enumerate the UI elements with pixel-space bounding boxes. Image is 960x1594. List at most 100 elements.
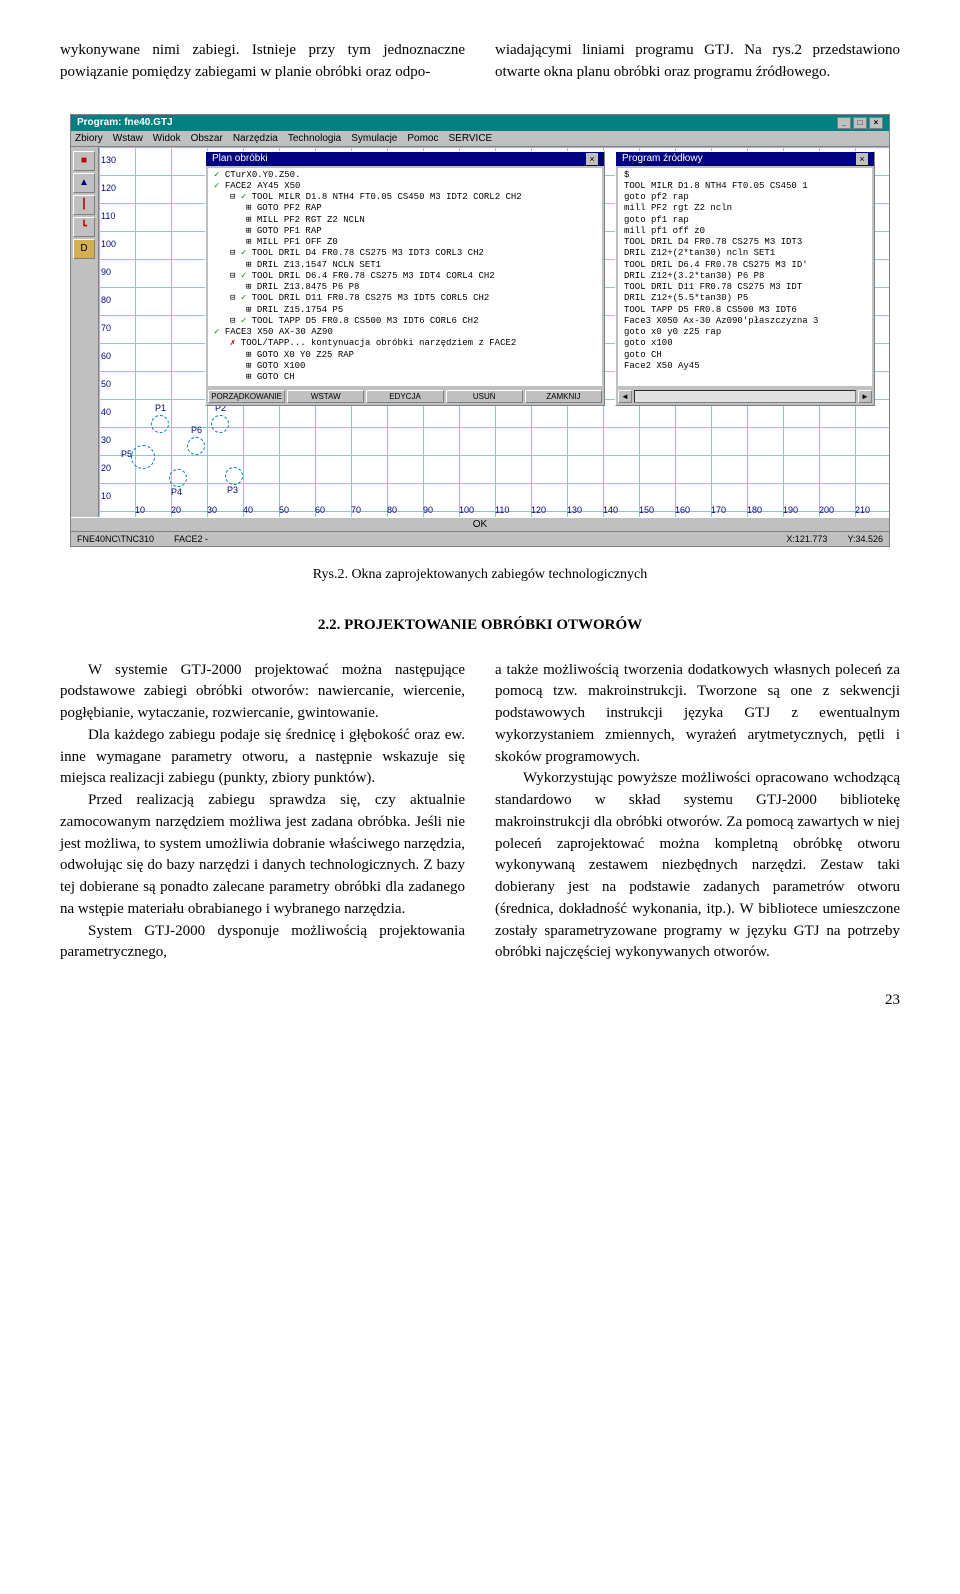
point-label: P4	[171, 487, 182, 497]
plan-panel-title: Plan obróbki ×	[206, 152, 604, 166]
body-paragraph: System GTJ-2000 dysponuje możliwością pr…	[60, 921, 465, 965]
tree-item[interactable]: ✓ FACE2 AY45 X50	[210, 181, 600, 192]
source-line: goto CH	[620, 350, 870, 361]
x-tick: 130	[567, 505, 582, 515]
tree-item[interactable]: ⊞ GOTO PF1 RAP	[210, 226, 600, 237]
point-label: P3	[227, 485, 238, 495]
x-tick: 30	[207, 505, 217, 515]
figure-caption: Rys.2. Okna zaprojektowanych zabiegów te…	[60, 567, 900, 583]
tool-button[interactable]: ┗	[73, 217, 95, 237]
plan-button[interactable]: PORZĄDKOWANIE	[208, 390, 285, 403]
x-tick: 100	[459, 505, 474, 515]
y-tick: 20	[101, 463, 111, 473]
page-number: 23	[60, 992, 900, 1009]
source-line: $	[620, 170, 870, 181]
y-tick: 100	[101, 239, 116, 249]
source-line: Face2 X50 Ay45	[620, 361, 870, 372]
tree-item[interactable]: ⊞ GOTO X0 Y0 Z25 RAP	[210, 350, 600, 361]
tree-item[interactable]: ⊞ DRIL Z13.1547 NCLN SET1	[210, 260, 600, 271]
menu-item[interactable]: Pomoc	[407, 133, 438, 144]
plan-button[interactable]: WSTAW	[287, 390, 364, 403]
menu-item[interactable]: Narzędzia	[233, 133, 278, 144]
menu-item[interactable]: Symulacje	[351, 133, 397, 144]
tree-item[interactable]: ⊞ GOTO PF2 RAP	[210, 203, 600, 214]
x-tick: 70	[351, 505, 361, 515]
geometry-point	[131, 445, 155, 469]
body-right-column: a także możliwością tworzenia dodatkowyc…	[495, 660, 900, 965]
tree-item[interactable]: ⊞ DRIL Z13.8475 P6 P8	[210, 282, 600, 293]
body-paragraph: Przed realizacją zabiegu sprawdza się, c…	[60, 790, 465, 921]
tool-button[interactable]: ┃	[73, 195, 95, 215]
tree-item[interactable]: ⊟ ✓ TOOL DRIL D6.4 FR0.78 CS275 M3 IDT4 …	[210, 271, 600, 282]
tree-item[interactable]: ✓ CTurX0.Y0.Z50.	[210, 170, 600, 181]
y-tick: 80	[101, 295, 111, 305]
y-tick: 30	[101, 435, 111, 445]
ok-bar: OK	[71, 517, 889, 531]
y-tick: 10	[101, 491, 111, 501]
tree-item[interactable]: ✓ FACE3 X50 AX-30 AZ90	[210, 327, 600, 338]
y-tick: 60	[101, 351, 111, 361]
x-tick: 80	[387, 505, 397, 515]
tree-item[interactable]: ⊟ ✓ TOOL TAPP D5 FR0.8 CS500 M3 IDT6 COR…	[210, 316, 600, 327]
source-panel-body: $TOOL MILR D1.8 NTH4 FT0.05 CS450 1goto …	[618, 168, 872, 386]
source-line: DRIL Z12+(3.2*tan30) P6 P8	[620, 271, 870, 282]
panel-close-icon[interactable]: ×	[586, 153, 598, 165]
titlebar-text: Program: fne40.GTJ	[77, 117, 173, 128]
geometry-point	[169, 469, 187, 487]
body-paragraph: W systemie GTJ-2000 projektować można na…	[60, 660, 465, 725]
body-paragraph: Wykorzystując powyższe możliwości opraco…	[495, 768, 900, 964]
geometry-point	[211, 415, 229, 433]
titlebar: Program: fne40.GTJ _ □ ×	[71, 115, 889, 131]
source-panel: Program źródłowy × $TOOL MILR D1.8 NTH4 …	[615, 151, 875, 406]
minimize-button[interactable]: _	[837, 117, 851, 129]
tree-item[interactable]: ⊟ ✓ TOOL DRIL D11 FR0.78 CS275 M3 IDT5 C…	[210, 293, 600, 304]
tree-item[interactable]: ⊞ GOTO X100	[210, 361, 600, 372]
source-line: TOOL TAPP D5 FR0.8 CS500 M3 IDT6	[620, 305, 870, 316]
menu-item[interactable]: Technologia	[288, 133, 341, 144]
y-tick: 50	[101, 379, 111, 389]
source-line: mill pf1 off z0	[620, 226, 870, 237]
source-line: mill PF2 rgt Z2 ncln	[620, 203, 870, 214]
plan-button[interactable]: USUŃ	[446, 390, 523, 403]
status-y: Y:34.526	[847, 534, 883, 544]
source-line: goto pf1 rap	[620, 215, 870, 226]
plan-button[interactable]: ZAMKNIJ	[525, 390, 602, 403]
tree-item[interactable]: ⊞ DRIL Z15.1754 P5	[210, 305, 600, 316]
source-panel-scrollbar[interactable]: ◄ ►	[616, 388, 874, 405]
plan-button[interactable]: EDYCJA	[366, 390, 443, 403]
tool-button[interactable]: ▲	[73, 173, 95, 193]
y-tick: 110	[101, 211, 115, 221]
tree-item[interactable]: ⊞ MILL PF1 OFF Z0	[210, 237, 600, 248]
x-tick: 210	[855, 505, 870, 515]
intro-right-col: wiadającymi liniami programu GTJ. Na rys…	[495, 40, 900, 84]
section-heading: 2.2. PROJEKTOWANIE OBRÓBKI OTWORÓW	[60, 617, 900, 634]
source-line: goto x0 y0 z25 rap	[620, 327, 870, 338]
close-button[interactable]: ×	[869, 117, 883, 129]
left-toolbar: ■ ▲ ┃ ┗ D	[71, 147, 99, 517]
menu-item[interactable]: Wstaw	[113, 133, 143, 144]
menu-item[interactable]: Widok	[153, 133, 181, 144]
menu-item[interactable]: SERVICE	[449, 133, 493, 144]
tree-item[interactable]: ⊟ ✓ TOOL DRIL D4 FR0.78 CS275 M3 IDT3 CO…	[210, 248, 600, 259]
tree-item[interactable]: ⊞ GOTO CH	[210, 372, 600, 383]
tool-button[interactable]: ■	[73, 151, 95, 171]
source-line: TOOL DRIL D4 FR0.78 CS275 M3 IDT3	[620, 237, 870, 248]
menu-item[interactable]: Obszar	[191, 133, 223, 144]
source-panel-title-text: Program źródłowy	[622, 153, 703, 165]
tree-item[interactable]: ✗ TOOL/TAPP... kontynuacja obróbki narzę…	[210, 338, 600, 349]
panel-close-icon[interactable]: ×	[856, 153, 868, 165]
status-face: FACE2 -	[174, 534, 208, 544]
body-paragraph: Dla każdego zabiegu podaje się średnicę …	[60, 725, 465, 790]
tree-item[interactable]: ⊟ ✓ TOOL MILR D1.8 NTH4 FT0.05 CS450 M3 …	[210, 192, 600, 203]
plan-panel-footer: PORZĄDKOWANIE WSTAW EDYCJA USUŃ ZAMKNIJ	[206, 388, 604, 405]
x-tick: 40	[243, 505, 253, 515]
tree-item[interactable]: ⊞ MILL PF2 RGT Z2 NCLN	[210, 215, 600, 226]
menu-item[interactable]: Zbiory	[75, 133, 103, 144]
point-label: P5	[121, 449, 132, 459]
x-tick: 20	[171, 505, 181, 515]
y-tick: 70	[101, 323, 111, 333]
tool-button[interactable]: D	[73, 239, 95, 259]
maximize-button[interactable]: □	[853, 117, 867, 129]
body-paragraph: a także możliwością tworzenia dodatkowyc…	[495, 660, 900, 769]
intro-left-col: wykonywane nimi zabiegi. Istnieje przy t…	[60, 40, 465, 84]
